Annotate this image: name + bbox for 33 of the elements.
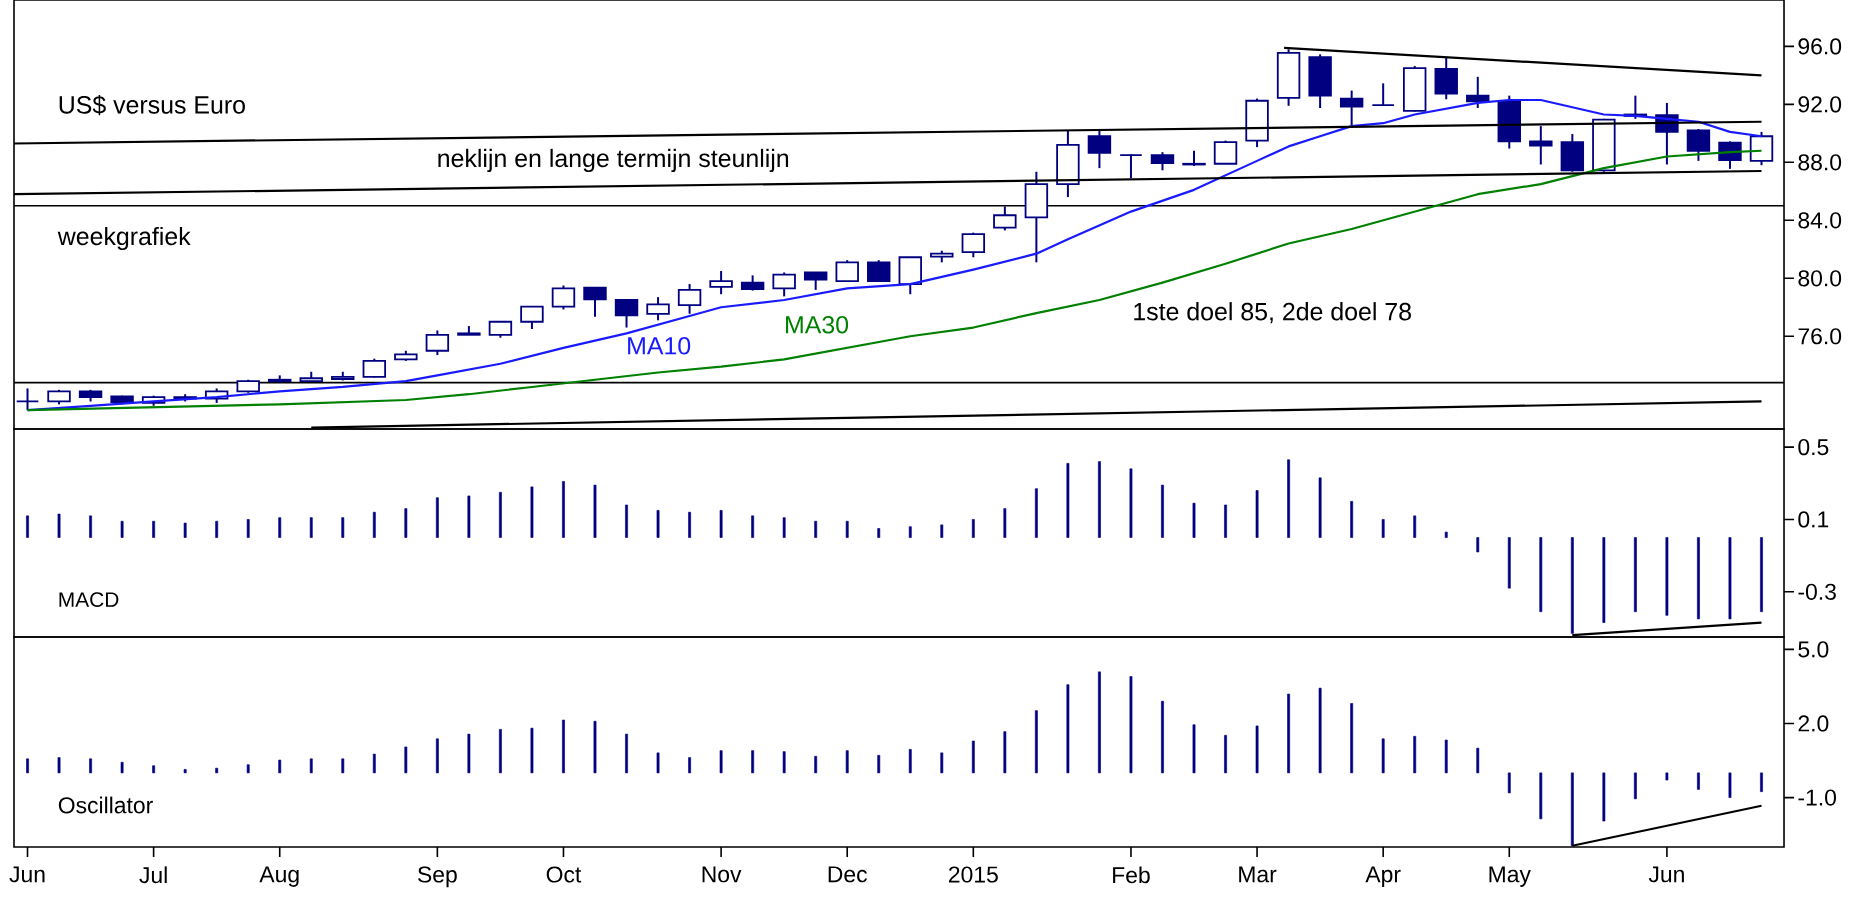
series-label: MA30 <box>786 315 849 334</box>
x-tick-label: May <box>1489 866 1531 887</box>
x-tick-label: Sep <box>418 866 457 888</box>
x-tick-label: Jul <box>139 866 167 884</box>
annotation: 1ste doel 85, 2de doel 78 <box>1134 302 1411 324</box>
annotation: weekgrafiek <box>57 226 191 251</box>
series-label: MA10 <box>628 336 691 355</box>
y-tick-label: 96.0 <box>1798 38 1842 55</box>
annotation: MACD <box>59 592 119 607</box>
x-tick-label: Mar <box>1239 866 1277 883</box>
annotation: Oscillator <box>58 796 153 814</box>
x-tick-label: Feb <box>1113 866 1150 884</box>
x-tick-label: Aug <box>259 866 299 887</box>
x-tick-label: Dec <box>828 866 867 883</box>
x-tick-label: Oct <box>546 866 582 883</box>
y-tick-label: 2.0 <box>1798 715 1829 732</box>
annotation: US$ versus Euro <box>59 95 245 116</box>
y-tick-label: 0.1 <box>1798 511 1829 528</box>
y-tick-label: -0.3 <box>1798 583 1836 600</box>
y-tick-label: 0.5 <box>1798 438 1829 456</box>
annotation: neklijn en lange termijn steunlijn <box>438 148 789 173</box>
x-tick-label: 2015 <box>948 866 998 883</box>
y-tick-label: 92.0 <box>1798 96 1842 113</box>
y-tick-label: 5.0 <box>1798 641 1829 658</box>
x-tick-label: Jun <box>1648 866 1684 883</box>
x-tick-label: Jun <box>9 866 45 883</box>
y-tick-label: 80.0 <box>1798 270 1842 287</box>
y-tick-label: -1.0 <box>1798 789 1836 806</box>
x-tick-label: Apr <box>1365 866 1401 887</box>
y-tick-label: 88.0 <box>1798 154 1842 171</box>
x-tick-label: Nov <box>702 866 742 883</box>
y-tick-label: 76.0 <box>1798 328 1842 345</box>
y-tick-label: 84.0 <box>1798 212 1842 229</box>
